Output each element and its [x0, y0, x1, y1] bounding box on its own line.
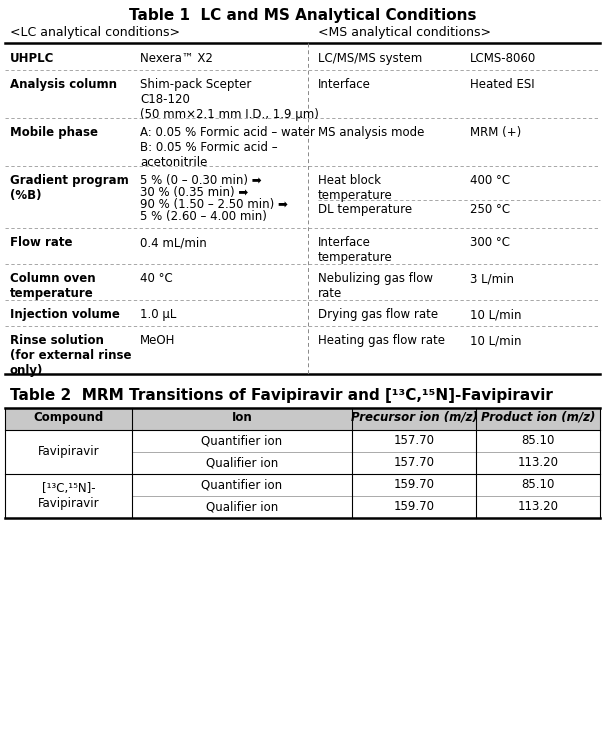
Text: Ion: Ion: [231, 411, 252, 424]
Text: A: 0.05 % Formic acid – water
B: 0.05 % Formic acid –
acetonitrile: A: 0.05 % Formic acid – water B: 0.05 % …: [140, 126, 315, 169]
Text: <LC analytical conditions>: <LC analytical conditions>: [10, 26, 180, 39]
Text: 10 L/min: 10 L/min: [470, 334, 522, 347]
Text: 400 °C: 400 °C: [470, 174, 510, 187]
Text: 85.10: 85.10: [521, 478, 554, 491]
Text: Nexera™ X2: Nexera™ X2: [140, 52, 213, 65]
Text: Quantifier ion: Quantifier ion: [201, 478, 282, 491]
Text: Interface
temperature: Interface temperature: [318, 236, 393, 264]
Text: MS analysis mode: MS analysis mode: [318, 126, 424, 139]
Text: MRM (+): MRM (+): [470, 126, 521, 139]
Text: Qualifier ion: Qualifier ion: [206, 500, 278, 513]
Text: 90 % (1.50 – 2.50 min) ➡: 90 % (1.50 – 2.50 min) ➡: [140, 198, 288, 211]
Text: Shim-pack Scepter
C18-120
(50 mm×2.1 mm I.D., 1.9 μm): Shim-pack Scepter C18-120 (50 mm×2.1 mm …: [140, 78, 319, 121]
Text: Heating gas flow rate: Heating gas flow rate: [318, 334, 445, 347]
Text: MeOH: MeOH: [140, 334, 175, 347]
Text: 85.10: 85.10: [521, 434, 554, 447]
Text: 40 °C: 40 °C: [140, 272, 173, 285]
Text: Qualifier ion: Qualifier ion: [206, 456, 278, 469]
Text: 3 L/min: 3 L/min: [470, 272, 514, 285]
Text: 157.70: 157.70: [393, 456, 435, 469]
Text: 5 % (2.60 – 4.00 min): 5 % (2.60 – 4.00 min): [140, 210, 267, 223]
Text: 159.70: 159.70: [393, 478, 435, 491]
Text: Compound: Compound: [33, 411, 104, 424]
Text: Analysis column: Analysis column: [10, 78, 117, 91]
Text: Quantifier ion: Quantifier ion: [201, 434, 282, 447]
Text: Injection volume: Injection volume: [10, 308, 120, 321]
Text: 5 % (0 – 0.30 min) ➡: 5 % (0 – 0.30 min) ➡: [140, 174, 262, 187]
Text: 0.4 mL/min: 0.4 mL/min: [140, 236, 207, 249]
Text: 113.20: 113.20: [518, 500, 559, 513]
Text: Table 2  MRM Transitions of Favipiravir and [¹³C,¹⁵N]-Favipiravir: Table 2 MRM Transitions of Favipiravir a…: [10, 388, 553, 403]
Text: 157.70: 157.70: [393, 434, 435, 447]
Text: Favipiravir: Favipiravir: [38, 445, 99, 458]
Text: Drying gas flow rate: Drying gas flow rate: [318, 308, 438, 321]
Text: Rinse solution
(for external rinse
only): Rinse solution (for external rinse only): [10, 334, 132, 377]
Text: Gradient program
(%B): Gradient program (%B): [10, 174, 128, 202]
Text: UHPLC: UHPLC: [10, 52, 55, 65]
Text: Flow rate: Flow rate: [10, 236, 73, 249]
Text: 30 % (0.35 min) ➡: 30 % (0.35 min) ➡: [140, 186, 248, 199]
Text: 300 °C: 300 °C: [470, 236, 510, 249]
Text: 250 °C: 250 °C: [470, 203, 510, 216]
Text: [¹³C,¹⁵N]-
Favipiravir: [¹³C,¹⁵N]- Favipiravir: [38, 482, 99, 510]
Text: 159.70: 159.70: [393, 500, 435, 513]
Text: Heated ESI: Heated ESI: [470, 78, 534, 91]
Bar: [5, 408, 600, 430]
Text: Table 1  LC and MS Analytical Conditions: Table 1 LC and MS Analytical Conditions: [129, 8, 477, 23]
Text: LCMS-8060: LCMS-8060: [470, 52, 536, 65]
Text: 113.20: 113.20: [518, 456, 559, 469]
Text: Nebulizing gas flow
rate: Nebulizing gas flow rate: [318, 272, 433, 300]
Text: Interface: Interface: [318, 78, 371, 91]
Text: Product ion (m/z): Product ion (m/z): [481, 411, 595, 424]
Text: Heat block
temperature: Heat block temperature: [318, 174, 393, 202]
Text: LC/MS/MS system: LC/MS/MS system: [318, 52, 422, 65]
Text: Column oven
temperature: Column oven temperature: [10, 272, 96, 300]
Text: <MS analytical conditions>: <MS analytical conditions>: [318, 26, 491, 39]
Text: Precursor ion (m/z): Precursor ion (m/z): [350, 411, 478, 424]
Text: Mobile phase: Mobile phase: [10, 126, 98, 139]
Text: 10 L/min: 10 L/min: [470, 308, 522, 321]
Text: DL temperature: DL temperature: [318, 203, 412, 216]
Text: 1.0 μL: 1.0 μL: [140, 308, 176, 321]
